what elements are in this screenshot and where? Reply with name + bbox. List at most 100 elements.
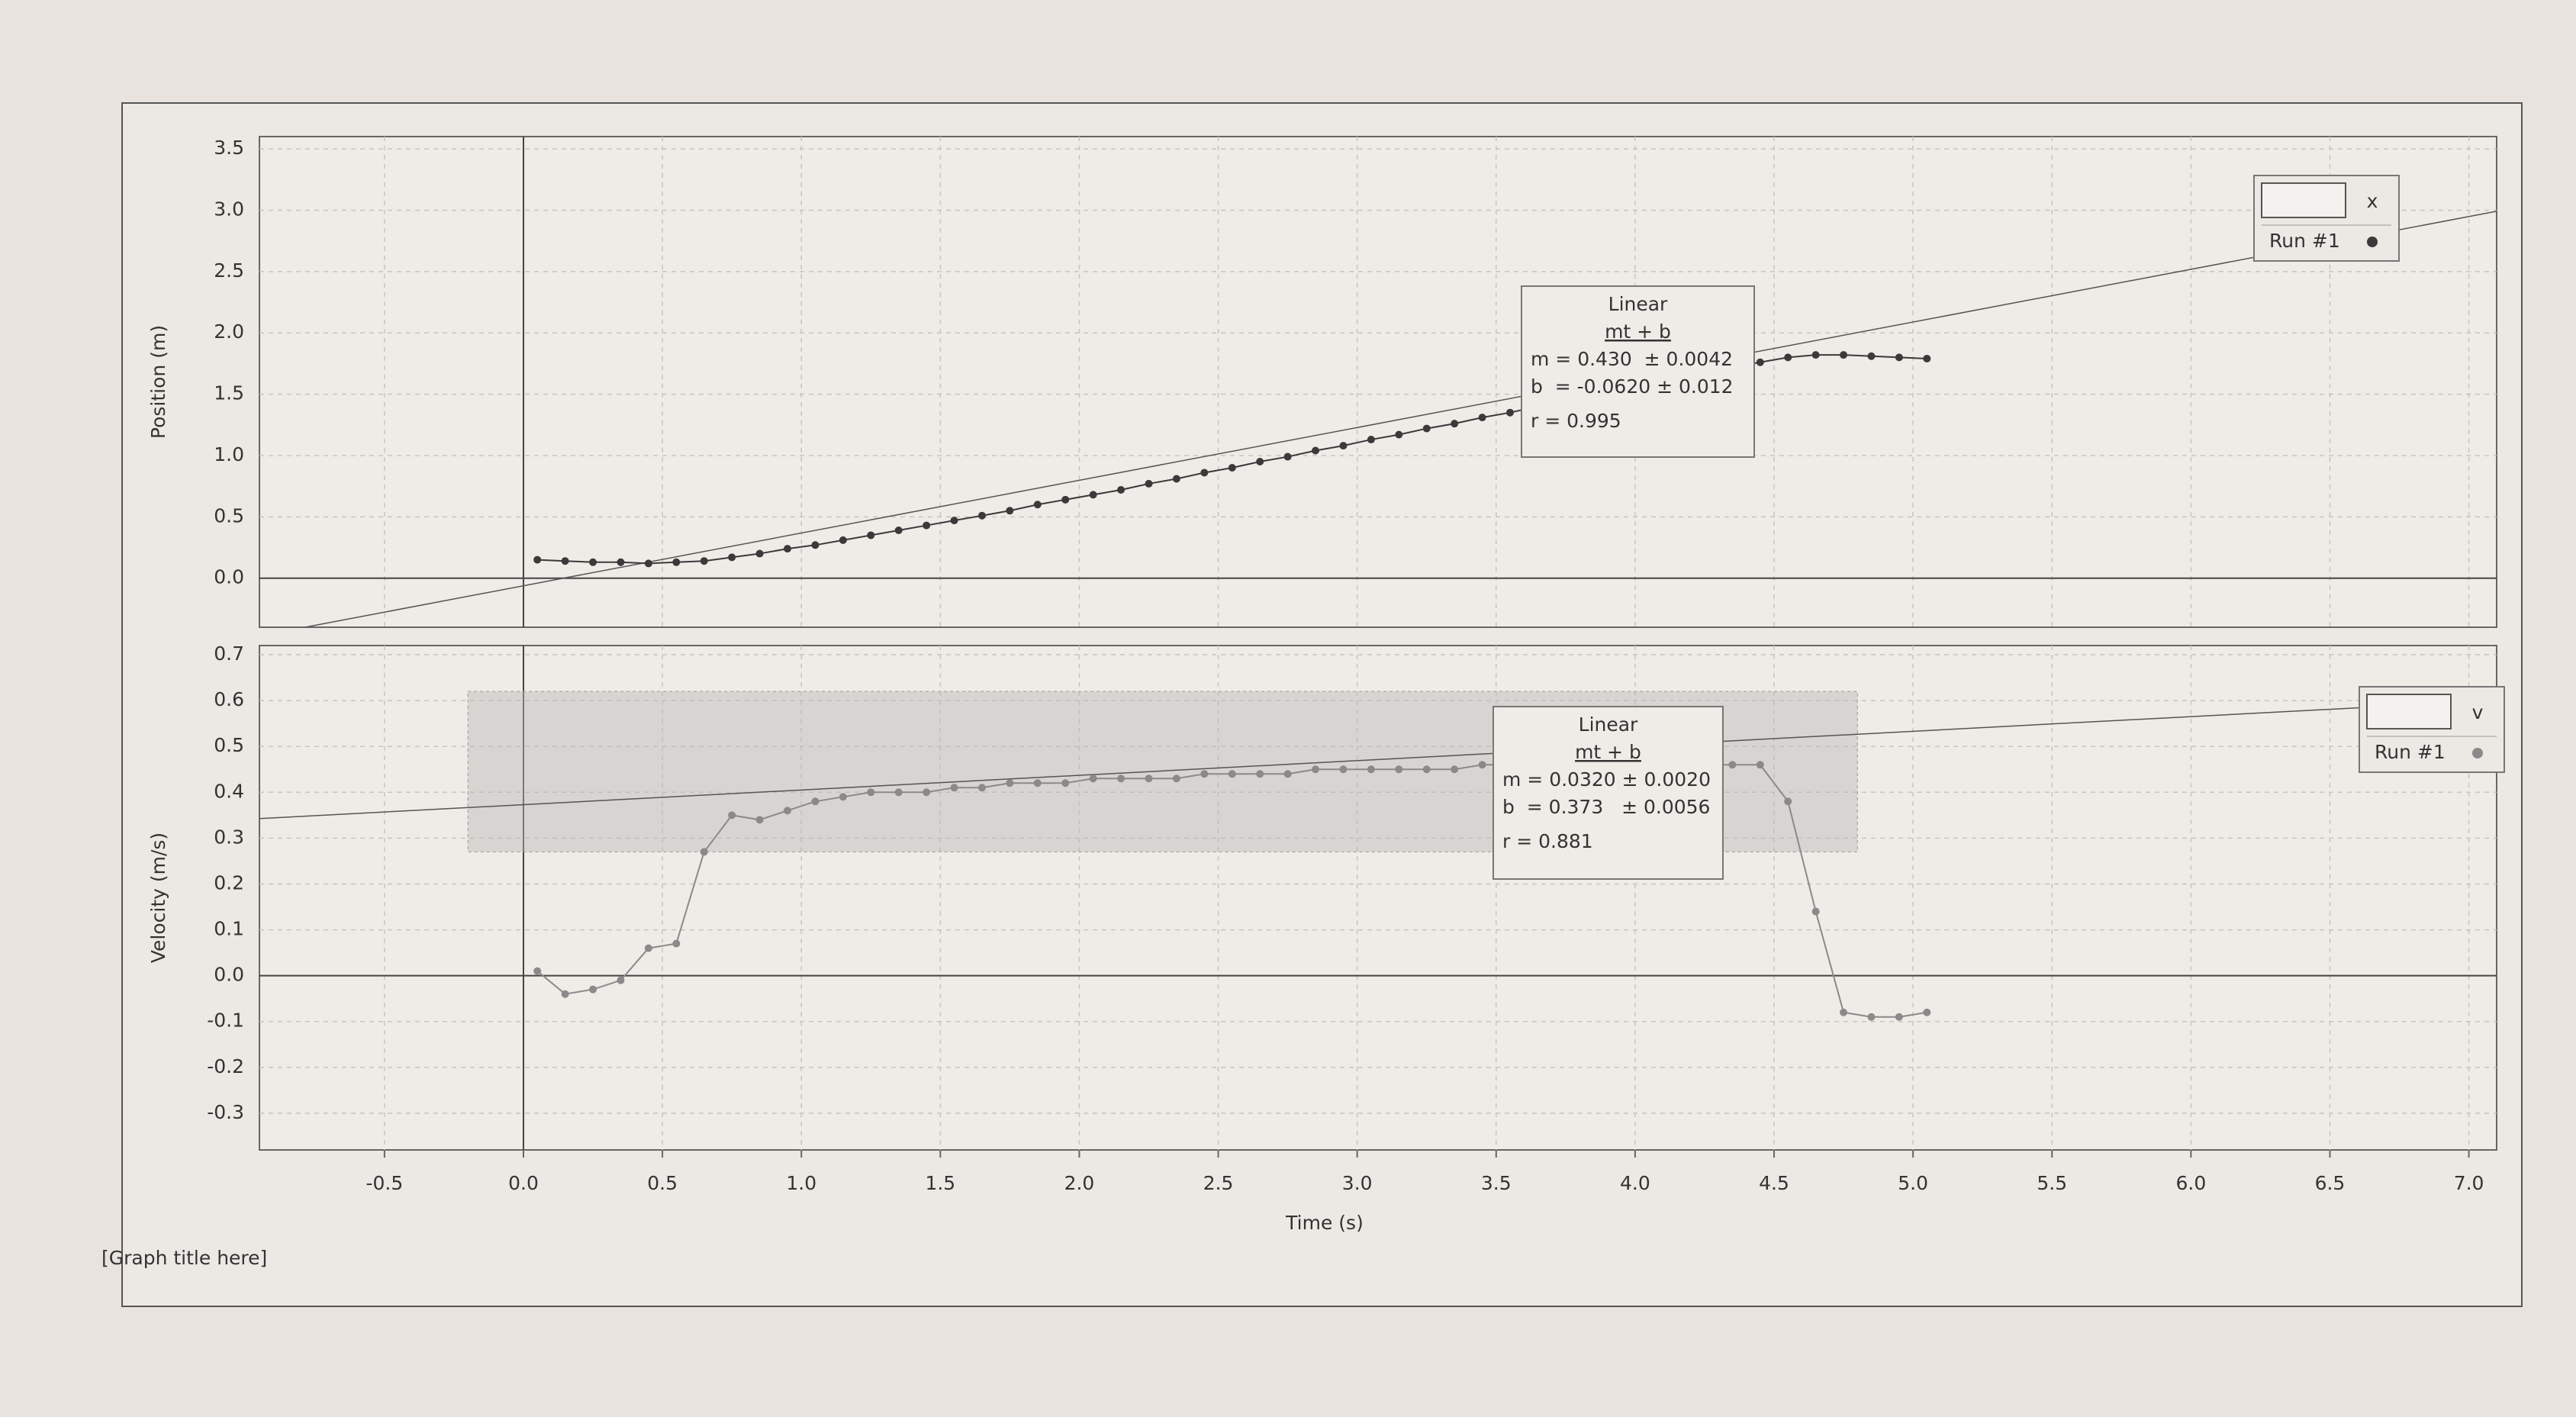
data-point: [533, 967, 542, 975]
data-point: [1422, 765, 1431, 774]
data-point: [1478, 414, 1486, 422]
data-point: [1811, 907, 1820, 916]
y-tick-label: 0.7: [214, 642, 244, 665]
data-point: [1172, 775, 1180, 783]
data-point: [672, 939, 681, 948]
data-point: [1422, 424, 1431, 433]
x-axis-label: Time (s): [1285, 1212, 1364, 1234]
fit-title: Linear: [1579, 713, 1638, 736]
data-point: [755, 549, 764, 558]
y-tick-label: 0.3: [214, 826, 244, 848]
data-point: [644, 944, 652, 952]
fit-r: r = 0.995: [1531, 410, 1621, 432]
data-point: [1283, 770, 1292, 778]
fit-line: [301, 211, 2497, 627]
plot-area: [259, 136, 2497, 628]
data-point: [977, 511, 986, 520]
fit-box: [1521, 285, 1755, 458]
y-tick-label: 2.0: [214, 320, 244, 343]
legend-label: Run #1: [2375, 741, 2446, 763]
data-point: [1478, 761, 1486, 769]
y-tick-label: 2.5: [214, 259, 244, 282]
data-point: [1033, 501, 1042, 509]
data-point: [1339, 442, 1348, 450]
data-point: [811, 797, 819, 806]
data-point: [1867, 1013, 1876, 1021]
y-tick-label: 1.5: [214, 382, 244, 404]
fit-equation: mt + b: [1575, 741, 1641, 763]
y-tick-label: 0.1: [214, 918, 244, 940]
data-point: [1061, 779, 1070, 787]
data-point: [589, 985, 597, 994]
x-tick-label: 0.5: [647, 1172, 678, 1194]
data-point: [533, 556, 542, 564]
data-point: [784, 545, 792, 553]
y-axis-label: Position (m): [147, 325, 169, 439]
y-tick-label: -0.3: [207, 1101, 244, 1123]
data-point: [1117, 485, 1125, 494]
x-tick-label: 4.0: [1620, 1172, 1650, 1194]
fit-line: [259, 700, 2497, 820]
data-point: [1200, 469, 1209, 477]
y-tick-label: 3.5: [214, 137, 244, 159]
data-point: [1784, 353, 1792, 362]
data-point: [1756, 358, 1764, 366]
y-tick-label: 1.0: [214, 443, 244, 465]
graph-caption: [Graph title here]: [101, 1247, 267, 1269]
legend-label: Run #1: [2269, 230, 2340, 252]
data-point: [1395, 430, 1403, 439]
x-tick-label: 6.0: [2175, 1172, 2206, 1194]
data-point: [867, 531, 875, 539]
data-point: [1895, 1013, 1903, 1021]
y-tick-label: 3.0: [214, 198, 244, 220]
data-point: [1451, 765, 1459, 774]
data-point: [1867, 352, 1876, 360]
x-tick-label: -0.5: [366, 1172, 404, 1194]
data-point: [1256, 457, 1264, 465]
fit-r: r = 0.881: [1502, 830, 1593, 852]
data-point: [1367, 436, 1375, 444]
data-point: [561, 990, 569, 998]
fit-param: m = 0.430 ± 0.0042: [1531, 348, 1733, 370]
data-point: [1451, 420, 1459, 428]
data-point: [1811, 351, 1820, 359]
data-point: [1283, 452, 1292, 461]
data-point: [1061, 495, 1070, 504]
data-point: [839, 536, 847, 544]
data-point: [728, 811, 736, 820]
data-point: [700, 557, 708, 565]
y-tick-label: -0.1: [207, 1010, 244, 1032]
x-tick-label: 4.5: [1759, 1172, 1789, 1194]
data-point: [1145, 479, 1153, 488]
data-point: [1228, 464, 1236, 472]
y-tick-label: -0.2: [207, 1055, 244, 1077]
data-point: [1228, 770, 1236, 778]
legend-input: [2261, 182, 2346, 218]
data-point: [1728, 761, 1737, 769]
data-point: [1172, 475, 1180, 483]
data-point: [811, 541, 819, 549]
data-point: [561, 557, 569, 565]
y-tick-label: 0.6: [214, 688, 244, 710]
data-point: [1840, 1008, 1848, 1016]
y-tick-label: 0.2: [214, 871, 244, 894]
x-tick-label: 0.0: [508, 1172, 539, 1194]
data-point: [1923, 354, 1931, 362]
y-tick-label: 0.5: [214, 504, 244, 527]
x-tick-label: 3.0: [1342, 1172, 1373, 1194]
data-point: [1367, 765, 1375, 774]
data-point: [755, 816, 764, 824]
x-tick-label: 2.0: [1064, 1172, 1095, 1194]
data-point: [977, 784, 986, 792]
y-tick-label: 0.0: [214, 566, 244, 588]
legend-title: x: [2367, 190, 2378, 212]
plot-area: [259, 645, 2497, 1151]
data-point: [589, 558, 597, 566]
data-point: [1033, 779, 1042, 787]
data-point: [1923, 1008, 1931, 1016]
y-tick-label: 0.0: [214, 964, 244, 986]
data-point: [923, 788, 931, 797]
y-tick-label: 0.4: [214, 780, 244, 802]
data-point: [1784, 797, 1792, 806]
data-point: [1200, 770, 1209, 778]
